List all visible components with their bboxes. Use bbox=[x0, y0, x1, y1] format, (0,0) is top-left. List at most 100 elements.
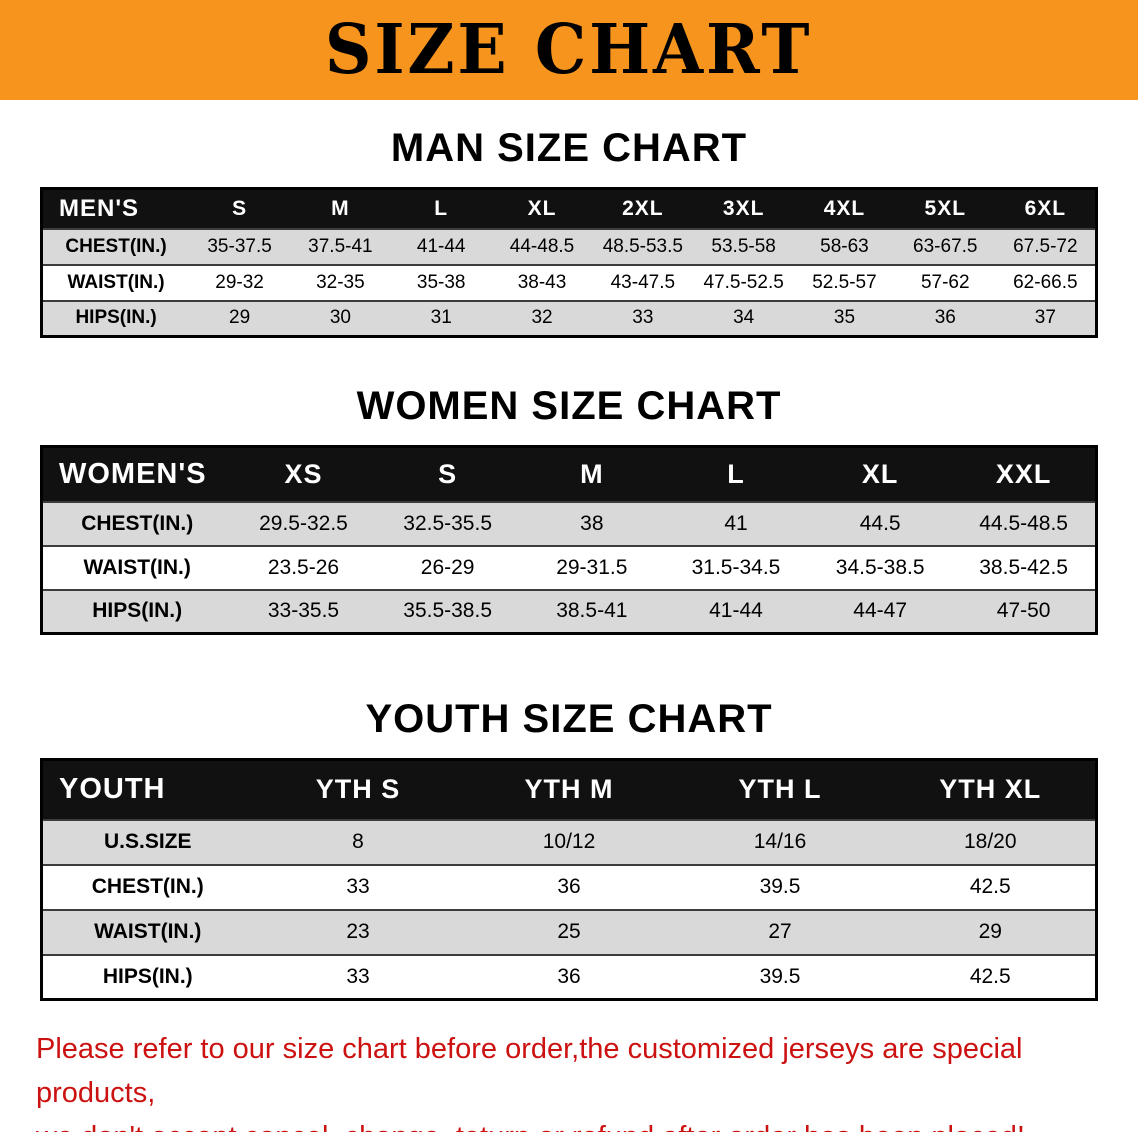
size-label-cell: 4XL bbox=[823, 196, 866, 220]
measurement-value-cell: 36 bbox=[557, 964, 581, 988]
size-label-cell: XL bbox=[861, 458, 899, 489]
men-section-heading: MAN SIZE CHART bbox=[390, 126, 748, 170]
measurement-row: HIPS(IN.) 33 36 39.5 42.5 bbox=[41, 954, 1097, 1000]
measurement-row: CHEST(IN.) 33 36 39.5 42.5 bbox=[41, 864, 1097, 910]
measurement-value-cell: 29-32 bbox=[215, 271, 264, 293]
measurement-value-cell: 10/12 bbox=[542, 830, 596, 853]
measurement-value-cell: 44-48.5 bbox=[509, 235, 575, 257]
measurement-value-cell: 57-62 bbox=[920, 271, 970, 293]
measurement-label-cell: WAIST(IN.) bbox=[94, 920, 202, 943]
measurement-label-cell: CHEST(IN.) bbox=[81, 511, 194, 535]
measurement-value-cell: 47.5-52.5 bbox=[703, 271, 784, 293]
measurement-value-cell: 31 bbox=[430, 307, 452, 329]
measurement-row: U.S.SIZE 8 10/12 14/16 18/20 bbox=[41, 819, 1097, 865]
measurement-row: CHEST(IN.) 35-37.5 37.5-41 41-44 44-48.5 48.5… bbox=[41, 228, 1097, 265]
measurement-label-cell: U.S.SIZE bbox=[103, 830, 192, 853]
size-label-cell: 6XL bbox=[1024, 196, 1067, 220]
measurement-value-cell: 62-66.5 bbox=[1013, 271, 1078, 293]
measurement-value-cell: 33 bbox=[346, 964, 370, 988]
measurement-value-cell: 29 bbox=[978, 920, 1002, 943]
measurement-value-cell: 23.5-26 bbox=[267, 555, 340, 579]
measurement-value-cell: 32-35 bbox=[316, 271, 365, 293]
measurement-row: WAIST(IN.) 23 25 27 29 bbox=[41, 909, 1097, 955]
size-table-header-row: MEN'S S M L XL 2XL 3XL 4XL 5XL 6XL bbox=[41, 188, 1097, 229]
measurement-value-cell: 34 bbox=[733, 307, 755, 329]
measurement-value-cell: 33 bbox=[346, 875, 370, 898]
measurement-value-cell: 8 bbox=[352, 830, 364, 853]
men-size-section: MAN SIZE CHART MEN'S S M L XL 2XL 3XL 4XL 5XL 6XL… bbox=[0, 126, 1138, 338]
size-label-cell: 5XL bbox=[924, 196, 967, 220]
measurement-value-cell: 30 bbox=[329, 307, 351, 329]
size-label-cell: S bbox=[232, 196, 248, 220]
measurement-value-cell: 39.5 bbox=[759, 875, 801, 898]
women-section-heading: WOMEN SIZE CHART bbox=[356, 384, 782, 428]
measurement-row: HIPS(IN.) 29 30 31 32 33 34 35 36 37 bbox=[41, 300, 1097, 337]
measurement-value-cell: 25 bbox=[557, 920, 581, 943]
measurement-value-cell: 29-31.5 bbox=[556, 555, 628, 579]
measurement-value-cell: 35-37.5 bbox=[207, 235, 272, 257]
youth-size-table: YOUTH YTH S YTH M YTH L YTH XL U.S.SIZE 8 10/12… bbox=[40, 758, 1098, 1001]
table-title-cell: MEN'S bbox=[59, 194, 140, 222]
measurement-value-cell: 18/20 bbox=[963, 830, 1017, 853]
size-label-cell: YTH XL bbox=[939, 774, 1042, 805]
measurement-value-cell: 63-67.5 bbox=[913, 235, 978, 257]
size-label-cell: XS bbox=[284, 458, 323, 489]
disclaimer-line-1: Please refer to our size chart before or… bbox=[36, 1033, 1023, 1110]
measurement-value-cell: 37.5-41 bbox=[308, 235, 373, 257]
measurement-row: WAIST(IN.) 23.5-26 26-29 29-31.5 31.5-34.5 34… bbox=[41, 545, 1097, 590]
measurement-value-cell: 29 bbox=[229, 307, 251, 329]
size-label-cell: XL bbox=[527, 196, 557, 220]
measurement-value-cell: 53.5-58 bbox=[711, 235, 776, 257]
measurement-value-cell: 39.5 bbox=[759, 964, 801, 988]
measurement-value-cell: 33 bbox=[632, 307, 654, 329]
measurement-value-cell: 36 bbox=[557, 875, 581, 898]
measurement-value-cell: 58-63 bbox=[820, 235, 869, 257]
size-label-cell: M bbox=[580, 458, 604, 489]
measurement-value-cell: 67.5-72 bbox=[1013, 235, 1078, 257]
measurement-value-cell: 52.5-57 bbox=[812, 271, 877, 293]
size-label-cell: YTH S bbox=[315, 774, 401, 805]
size-label-cell: L bbox=[434, 196, 449, 220]
size-label-cell: XXL bbox=[995, 458, 1052, 489]
measurement-value-cell: 38-43 bbox=[517, 271, 567, 293]
measurement-value-cell: 44.5-48.5 bbox=[979, 511, 1068, 535]
measurement-value-cell: 48.5-53.5 bbox=[602, 235, 683, 257]
measurement-value-cell: 47-50 bbox=[996, 599, 1051, 623]
measurement-label-cell: CHEST(IN.) bbox=[65, 235, 167, 257]
measurement-value-cell: 42.5 bbox=[969, 964, 1011, 988]
measurement-label-cell: CHEST(IN.) bbox=[91, 875, 204, 898]
disclaimer: Please refer to our size chart before or… bbox=[36, 1027, 1114, 1132]
women-size-table: WOMEN'S XS S M L XL XXL CHEST(IN.) 29.5-32.5 32.5… bbox=[40, 445, 1098, 635]
measurement-value-cell: 35 bbox=[833, 307, 856, 329]
size-label-cell: YTH L bbox=[738, 774, 822, 805]
measurement-row: WAIST(IN.) 29-32 32-35 35-38 38-43 43-47.5 47.… bbox=[41, 264, 1097, 301]
measurement-value-cell: 41-44 bbox=[709, 599, 763, 623]
measurement-value-cell: 37 bbox=[1034, 307, 1056, 329]
disclaimer-line-2: we don't accept cancel, change, teturn o… bbox=[36, 1115, 1114, 1132]
banner: SIZE CHART bbox=[0, 0, 1138, 100]
table-title-cell: WOMEN'S bbox=[59, 457, 207, 490]
measurement-value-cell: 27 bbox=[768, 920, 792, 943]
size-label-cell: S bbox=[438, 458, 458, 489]
measurement-value-cell: 26-29 bbox=[420, 555, 475, 579]
measurement-value-cell: 41 bbox=[724, 511, 748, 535]
size-table-header-row: WOMEN'S XS S M L XL XXL bbox=[41, 446, 1097, 502]
youth-section-heading: YOUTH SIZE CHART bbox=[365, 697, 773, 741]
size-label-cell: 2XL bbox=[622, 196, 664, 220]
measurement-value-cell: 36 bbox=[934, 307, 956, 329]
measurement-value-cell: 34.5-38.5 bbox=[835, 555, 925, 579]
size-label-cell: YTH M bbox=[524, 774, 614, 805]
measurement-value-cell: 29.5-32.5 bbox=[259, 511, 348, 535]
measurement-value-cell: 35.5-38.5 bbox=[403, 599, 493, 623]
measurement-value-cell: 38.5-42.5 bbox=[979, 555, 1068, 579]
measurement-value-cell: 14/16 bbox=[753, 830, 807, 853]
measurement-label-cell: WAIST(IN.) bbox=[67, 271, 165, 293]
measurement-value-cell: 38 bbox=[580, 511, 604, 535]
measurement-label-cell: HIPS(IN.) bbox=[102, 964, 193, 988]
measurement-value-cell: 32.5-35.5 bbox=[403, 511, 493, 535]
measurement-row: CHEST(IN.) 29.5-32.5 32.5-35.5 38 41 44.5 44.5… bbox=[41, 501, 1097, 546]
measurement-value-cell: 43-47.5 bbox=[610, 271, 676, 293]
size-label-cell: L bbox=[727, 458, 745, 489]
size-table-header-row: YOUTH YTH S YTH M YTH L YTH XL bbox=[41, 759, 1097, 820]
